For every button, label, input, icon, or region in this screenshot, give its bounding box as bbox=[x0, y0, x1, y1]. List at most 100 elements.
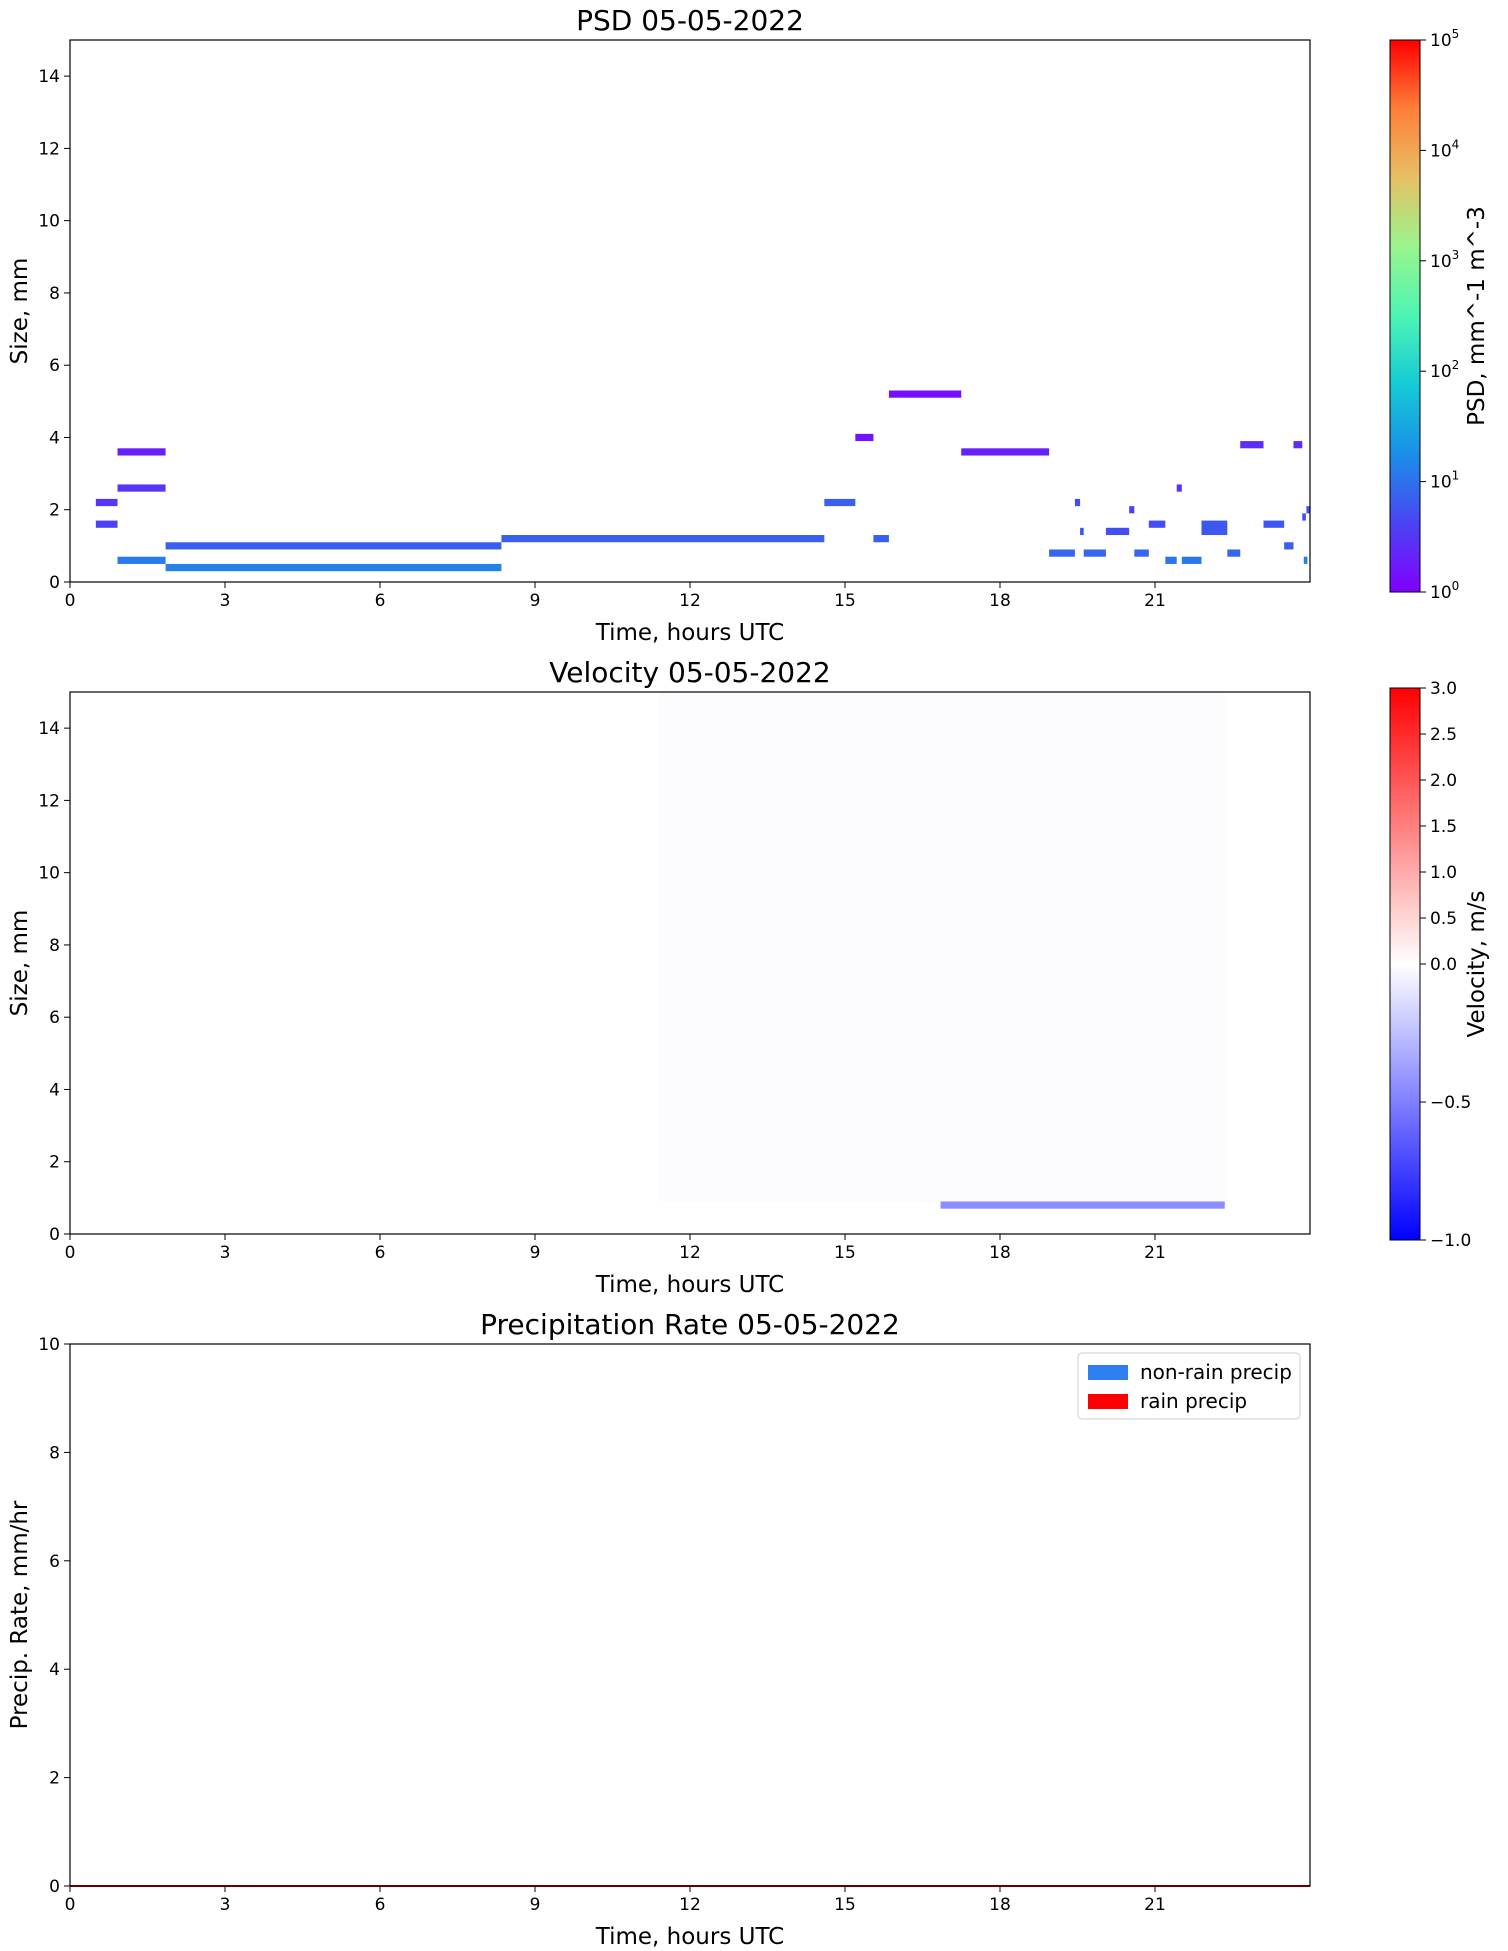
velocity-colorbar-scale bbox=[1389, 687, 1421, 1241]
plot-area bbox=[659, 692, 1225, 1209]
psd-cell bbox=[1306, 506, 1310, 514]
x-tick-label: 9 bbox=[530, 1243, 541, 1263]
x-tick-label: 15 bbox=[834, 1243, 856, 1263]
legend-label: rain precip bbox=[1140, 1389, 1247, 1413]
plot-frame bbox=[69, 1343, 1311, 1887]
x-tick-label: 12 bbox=[679, 1895, 701, 1915]
plot-area bbox=[95, 390, 1310, 572]
x-tick-label: 3 bbox=[220, 1243, 231, 1263]
psd-cell bbox=[1049, 549, 1075, 557]
psd-cell bbox=[1129, 506, 1135, 514]
psd-cell bbox=[117, 556, 166, 564]
psd-cell bbox=[165, 563, 502, 572]
psd-cell bbox=[95, 498, 118, 507]
psd-cell bbox=[1148, 520, 1166, 528]
legend-box bbox=[1077, 1352, 1301, 1420]
x-tick-label: 6 bbox=[375, 1895, 386, 1915]
y-tick-label: 2 bbox=[49, 1769, 60, 1789]
psd-cell bbox=[1284, 542, 1294, 550]
psd-cell bbox=[1302, 513, 1306, 521]
y-tick-label: 2 bbox=[49, 501, 60, 521]
y-tick-label: 14 bbox=[38, 719, 60, 739]
y-axis-label: Precip. Rate, mm/hr bbox=[7, 1500, 33, 1729]
velocity-cell bbox=[940, 1201, 1225, 1209]
psd-cell bbox=[117, 448, 166, 456]
y-tick-label: 6 bbox=[49, 1008, 60, 1028]
psd-cell bbox=[1074, 498, 1081, 507]
y-tick-label: 6 bbox=[49, 356, 60, 376]
y-tick-label: 10 bbox=[38, 1335, 60, 1355]
psd-cell bbox=[117, 484, 166, 492]
psd-cell bbox=[855, 433, 874, 442]
psd-cell bbox=[1293, 441, 1303, 449]
y-tick-label: 4 bbox=[49, 1660, 60, 1680]
y-tick-label: 4 bbox=[49, 428, 60, 448]
y-axis-label: Size, mm bbox=[7, 910, 33, 1017]
psd-cell bbox=[1080, 527, 1084, 536]
x-tick-label: 6 bbox=[375, 1243, 386, 1263]
x-tick-label: 21 bbox=[1144, 1895, 1166, 1915]
psd-cell bbox=[1105, 527, 1130, 536]
y-tick-label: 8 bbox=[49, 1443, 60, 1463]
x-tick-label: 21 bbox=[1144, 591, 1166, 611]
x-tick-label: 18 bbox=[989, 591, 1011, 611]
y-tick-label: 4 bbox=[49, 1080, 60, 1100]
chart-title: Velocity 05-05-2022 bbox=[549, 656, 830, 689]
colorbar-tick-label: 2.5 bbox=[1430, 725, 1457, 745]
legend-swatch bbox=[1088, 1365, 1128, 1380]
y-tick-label: 2 bbox=[49, 1153, 60, 1173]
x-tick-label: 18 bbox=[989, 1243, 1011, 1263]
y-tick-label: 0 bbox=[49, 573, 60, 593]
colorbar-tick-label: 0.0 bbox=[1430, 955, 1457, 975]
x-axis-label: Time, hours UTC bbox=[595, 620, 784, 646]
x-tick-label: 0 bbox=[65, 1243, 76, 1263]
psd-cell bbox=[1083, 549, 1106, 557]
velocity-colorbar: 3.0 2.5 2.0 1.5 1.0 0.5 0.0 −0.5 −1.0 Velocity, m… bbox=[1389, 679, 1490, 1251]
y-tick-label: 0 bbox=[49, 1877, 60, 1897]
psd-cell bbox=[95, 520, 118, 528]
x-tick-label: 0 bbox=[65, 591, 76, 611]
x-tick-label: 6 bbox=[375, 591, 386, 611]
colorbar-tick-label: 101 bbox=[1430, 469, 1459, 493]
colorbar-label: PSD, mm^-1 m^-3 bbox=[1464, 206, 1490, 426]
y-tick-label: 0 bbox=[49, 1225, 60, 1245]
psd-cell bbox=[1303, 556, 1308, 564]
plot-frame bbox=[69, 691, 1311, 1235]
legend: non-rain precip rain precip bbox=[1077, 1352, 1301, 1420]
psd-colorbar-scale bbox=[1389, 39, 1421, 593]
legend-label: non-rain precip bbox=[1140, 1360, 1292, 1384]
psd-cell bbox=[873, 535, 889, 543]
psd-cell bbox=[1176, 484, 1182, 492]
velocity-cell bbox=[659, 692, 1225, 1202]
y-tick-label: 12 bbox=[38, 139, 60, 159]
psd-cell bbox=[1134, 549, 1149, 557]
psd-cell bbox=[1165, 556, 1177, 564]
colorbar-tick-label: 102 bbox=[1430, 358, 1459, 382]
y-tick-label: 8 bbox=[49, 936, 60, 956]
psd-cell bbox=[961, 448, 1050, 456]
colorbar-tick-label: 1.5 bbox=[1430, 817, 1457, 837]
psd-cell bbox=[1227, 549, 1241, 557]
panel-3: Precipitation Rate 05-05-2022 Time, hours… bbox=[7, 1308, 1311, 1950]
legend-swatch bbox=[1088, 1394, 1128, 1409]
colorbar-tick-label: 103 bbox=[1430, 248, 1459, 272]
x-tick-label: 9 bbox=[530, 591, 541, 611]
colorbar-tick-label: 104 bbox=[1430, 137, 1459, 161]
x-axis-label: Time, hours UTC bbox=[595, 1924, 784, 1950]
chart-title: PSD 05-05-2022 bbox=[576, 4, 804, 37]
colorbar-tick-label: 0.5 bbox=[1430, 909, 1457, 929]
psd-cell bbox=[1201, 520, 1228, 536]
x-tick-label: 12 bbox=[679, 1243, 701, 1263]
psd-cell bbox=[1263, 520, 1285, 528]
chart-title: Precipitation Rate 05-05-2022 bbox=[480, 1308, 900, 1341]
psd-cell bbox=[165, 542, 502, 550]
x-tick-label: 21 bbox=[1144, 1243, 1166, 1263]
x-tick-label: 0 bbox=[65, 1895, 76, 1915]
y-tick-label: 10 bbox=[38, 864, 60, 884]
x-tick-label: 9 bbox=[530, 1895, 541, 1915]
x-tick-label: 15 bbox=[834, 591, 856, 611]
colorbar-tick-label: −0.5 bbox=[1430, 1093, 1471, 1113]
x-axis-label: Time, hours UTC bbox=[595, 1272, 784, 1298]
y-axis-label: Size, mm bbox=[7, 258, 33, 365]
